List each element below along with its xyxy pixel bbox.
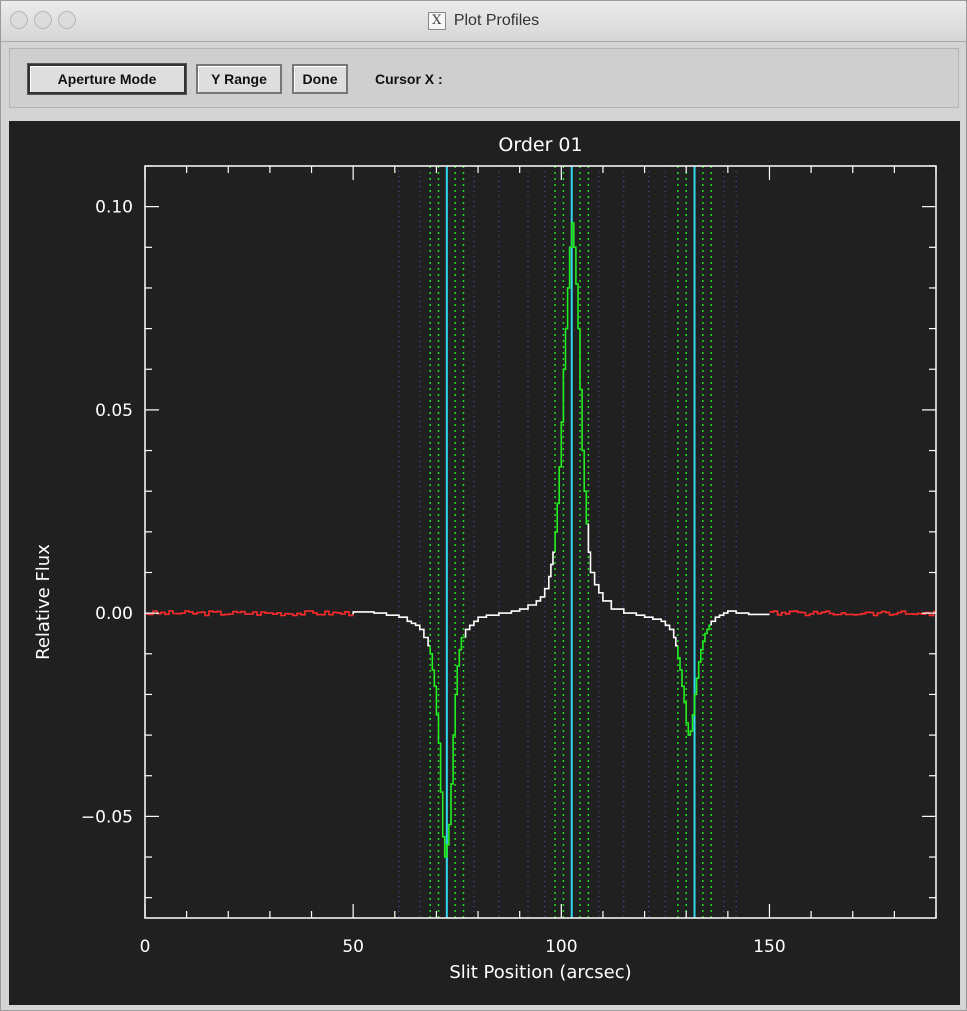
window-title: X Plot Profiles xyxy=(1,1,966,41)
profile-segment-5 xyxy=(587,523,678,647)
close-window-button[interactable] xyxy=(10,11,28,29)
profile-segment-8 xyxy=(769,610,936,617)
y-tick-label-1: 0.00 xyxy=(95,604,133,624)
profile-segment-3 xyxy=(464,551,556,638)
x11-icon: X xyxy=(427,12,446,30)
profile-segment-0 xyxy=(145,610,354,617)
profile-segment-1 xyxy=(352,611,431,647)
title-bar[interactable]: X Plot Profiles xyxy=(1,1,966,42)
zoom-window-button[interactable] xyxy=(58,11,76,29)
x-tick-label-0: 0 xyxy=(140,937,151,957)
profile-segment-2 xyxy=(429,636,466,858)
plot-canvas[interactable]: 0 50 100 150 −0.05 0.00 0.05 0.10 Order 01 Slit P… xyxy=(9,121,960,1005)
x-axis-label: Slit Position (arcsec) xyxy=(449,962,631,983)
profile-chart[interactable]: 0 50 100 150 −0.05 0.00 0.05 0.10 Order 01 Slit P… xyxy=(9,121,960,1005)
chart-title: Order 01 xyxy=(498,134,582,156)
y-range-button[interactable]: Y Range xyxy=(196,64,282,94)
aperture-mode-button[interactable]: Aperture Mode xyxy=(28,64,186,94)
profile-segment-7 xyxy=(710,610,770,626)
toolbar: Aperture Mode Y Range Done Cursor X : xyxy=(9,48,959,108)
y-tick-label-3: 0.10 xyxy=(95,198,133,218)
profile-segment-4 xyxy=(554,222,589,553)
minimize-window-button[interactable] xyxy=(34,11,52,29)
window-title-text: Plot Profiles xyxy=(453,12,540,29)
x-tick-label-1: 50 xyxy=(342,937,364,957)
x-tick-label-2: 100 xyxy=(545,937,577,957)
y-tick-label-2: 0.05 xyxy=(95,401,133,421)
done-button[interactable]: Done xyxy=(292,64,348,94)
profile-segment-6 xyxy=(677,624,712,736)
plot-frame xyxy=(144,165,937,919)
y-tick-label-0: −0.05 xyxy=(81,807,133,827)
y-axis-label: Relative Flux xyxy=(33,544,54,660)
x-tick-label-3: 150 xyxy=(753,937,785,957)
cursor-x-readout: Cursor X : xyxy=(375,71,443,87)
